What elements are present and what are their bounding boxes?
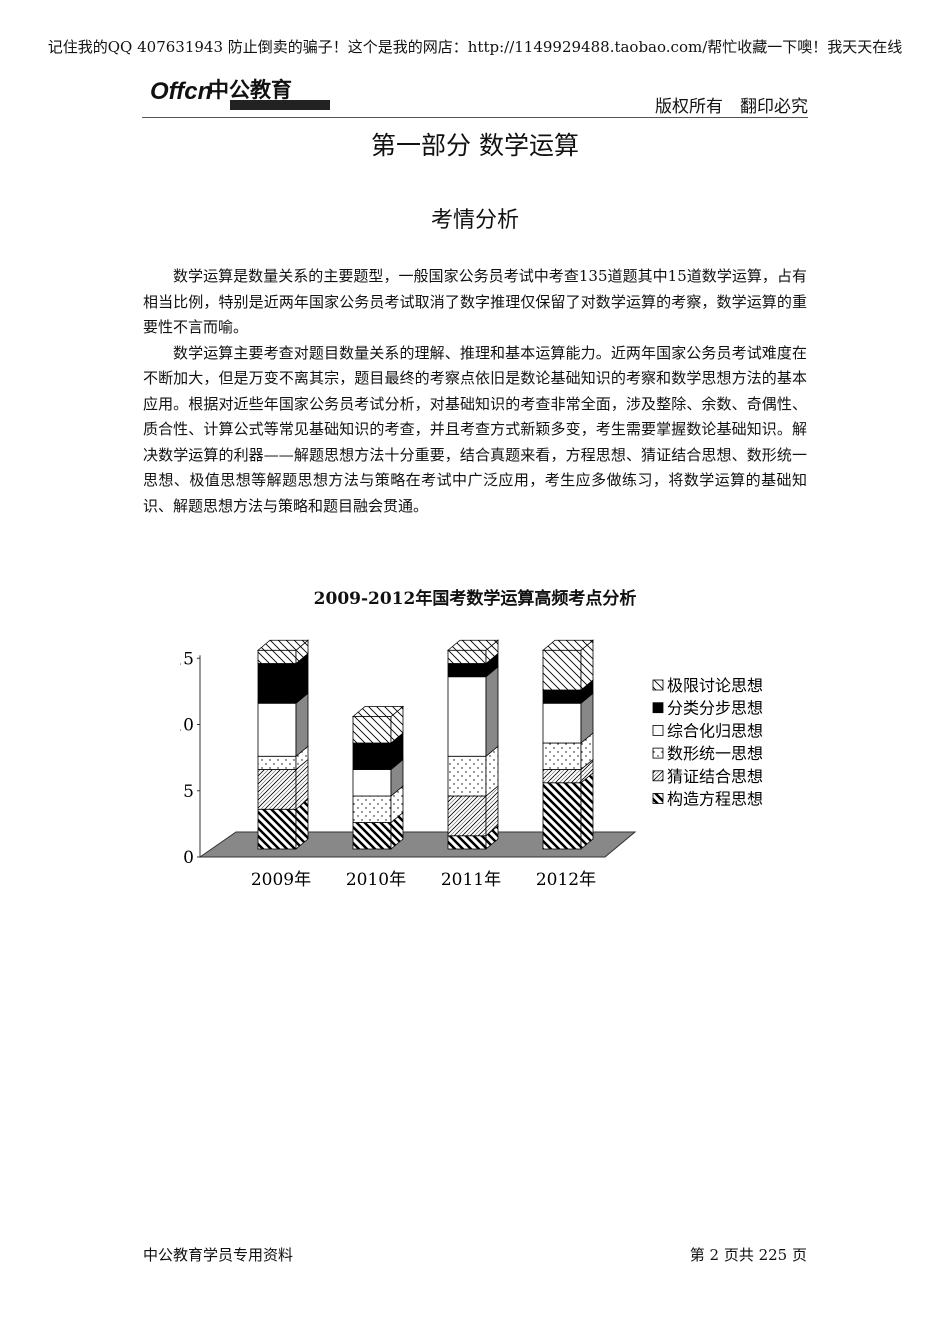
copyright-notice: 版权所有 翻印必究 (655, 97, 808, 117)
bar-segment (257, 769, 297, 810)
legend-swatch (652, 679, 664, 691)
y-tick-label: 5 (183, 782, 194, 802)
legend-label: 构造方程思想 (667, 790, 763, 809)
x-tick-label: 2011年 (441, 870, 501, 890)
x-tick-label: 2009年 (251, 870, 311, 890)
bar-top (541, 639, 595, 651)
bar-segment (257, 755, 297, 770)
top-note: 记住我的QQ 407631943 防止倒卖的骗子！这个是我的网店：http://… (47, 38, 903, 56)
bar-segment (352, 822, 392, 850)
bar-top (256, 639, 310, 651)
y-tick-label: 15 (180, 649, 194, 669)
legend-swatch (652, 725, 664, 736)
logo-mark: Offcn (150, 78, 213, 105)
bar-segment (257, 649, 297, 664)
x-tick-label: 2010年 (346, 870, 406, 890)
bar-segment-side (485, 665, 499, 758)
bar-segment (447, 663, 487, 678)
bar-segment (352, 716, 392, 744)
chart-title: 2009-2012年国考数学运算高频考点分析 (313, 589, 637, 609)
bar-segment (257, 702, 297, 757)
page-title: 第一部分 数学运算 (371, 131, 579, 160)
bar-segment (542, 649, 582, 691)
bar-segment (542, 782, 582, 850)
legend-label: 猜证结合思想 (667, 767, 763, 786)
logo-slogan (230, 100, 330, 110)
bar-segment (447, 755, 487, 797)
bar-segment (447, 835, 487, 850)
y-tick-label: 0 (183, 848, 194, 868)
legend-swatch (652, 702, 664, 714)
y-tick-label: 10 (180, 716, 194, 736)
bar-segment (542, 702, 582, 744)
legend-swatch (652, 770, 664, 782)
legend-label: 极限讨论思想 (667, 676, 763, 695)
legend-label: 综合化归思想 (667, 721, 763, 740)
bar-segment (352, 795, 392, 823)
bar-segment (447, 649, 487, 664)
bar-segment (257, 808, 297, 850)
paragraph: 数学运算是数量关系的主要题型，一般国家公务员考试中考查135道题其中15道数学运… (143, 267, 807, 336)
header-divider (142, 117, 808, 118)
legend-label: 分类分步思想 (667, 699, 763, 718)
stacked-bar-chart: 0 5 10 15 2009年 2010年 2011年 2012年 极限讨论思想分类分步思想综合… (180, 639, 763, 890)
bar-top (351, 706, 405, 717)
bar-segment (447, 676, 487, 757)
bar-segment (352, 742, 392, 770)
bar-segment (542, 769, 582, 784)
legend-label: 数形统一思想 (667, 744, 763, 763)
bar-segment (352, 769, 392, 797)
paragraph: 数学运算主要考查对题目数量关系的理解、推理和基本运算能力。近两年国家公务员考试难… (143, 343, 807, 515)
bar-top (446, 639, 500, 651)
bar-segment (257, 663, 297, 704)
bar-segment-side (580, 771, 594, 850)
body-text: 数学运算是数量关系的主要题型，一般国家公务员考试中考查135道题其中15道数学运… (143, 264, 807, 519)
legend-swatch (652, 747, 664, 759)
footer-page-number: 第 2 页共 225 页 (689, 1246, 807, 1264)
offcn-logo: Offcn 中公教育 (150, 74, 335, 114)
footer-left: 中公教育学员专用资料 (143, 1246, 294, 1264)
logo-name: 中公教育 (208, 78, 292, 102)
bar-segment (447, 795, 487, 837)
legend-swatch (652, 793, 664, 804)
bar-segment (542, 742, 582, 770)
bar-segment (542, 689, 582, 704)
bar-segment-side (295, 692, 309, 758)
section-title: 考情分析 (430, 208, 519, 233)
x-tick-label: 2012年 (536, 870, 596, 890)
